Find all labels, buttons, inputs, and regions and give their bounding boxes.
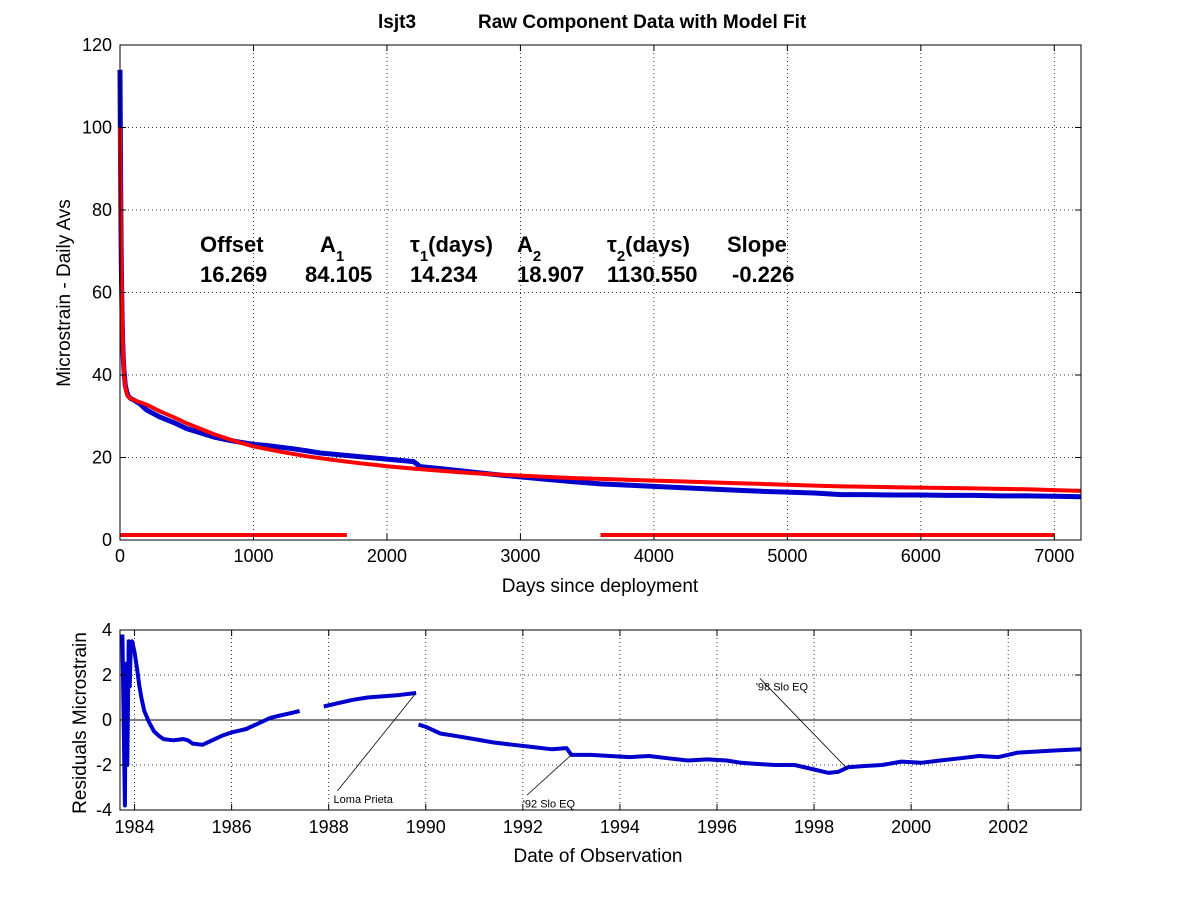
param-table: Offset A1 τ1(days) A2 τ2(days) Slope 16.… [200,232,794,287]
annotation-label: Loma Prieta [334,794,394,806]
bottom-ticks: 1984 1986 1988 1990 1992 1994 1996 1998 2000 2002… [96,620,1081,837]
bottom-xtick-label: 1984 [115,817,155,837]
bottom-xtick-label: 1994 [600,817,640,837]
bottom-xtick-label: 1992 [503,817,543,837]
bottom-series-residual [120,634,301,808]
bottom-ytick-label: -4 [96,800,112,820]
bottom-ylabel: Residuals Microstrain [70,632,91,814]
top-xtick-label: 3000 [500,546,540,566]
param-tau2-label: τ2(days) [607,232,690,265]
top-ytick-label: 120 [82,35,112,55]
top-ytick-label: 20 [92,448,112,468]
top-ticks: 0 1000 2000 3000 4000 5000 6000 7000 0 20 40 60 80 10… [82,35,1081,566]
bottom-series-residual [417,722,1082,775]
top-xtick-label: 7000 [1034,546,1074,566]
param-slope-label: Slope [727,232,787,257]
bottom-xtick-label: 2000 [891,817,931,837]
chart-title-station: lsjt3 [378,12,416,33]
bottom-series-residual [323,691,417,709]
bottom-series [120,634,1082,808]
param-tau1-value: 14.234 [410,262,478,287]
bottom-annotations: Loma Prieta '92 Slo EQ '98 Slo EQ [334,677,849,810]
annotation-label: '92 Slo EQ [523,798,576,810]
bottom-xtick-label: 1988 [309,817,349,837]
annotation-pointer [337,692,417,792]
param-a2-label: A2 [517,232,541,265]
bottom-ytick-label: 4 [102,620,112,640]
param-offset-label: Offset [200,232,264,257]
top-ytick-label: 40 [92,365,112,385]
param-a1-value: 84.105 [305,262,372,287]
param-a1-label: A1 [320,232,344,265]
param-tau1-label: τ1(days) [410,232,493,265]
top-xlabel: Days since deployment [502,576,699,597]
top-ytick-label: 80 [92,200,112,220]
bottom-ytick-label: -2 [96,755,112,775]
top-ytick-label: 100 [82,118,112,138]
top-xtick-label: 4000 [634,546,674,566]
bottom-xlabel: Date of Observation [514,846,683,867]
param-slope-value: -0.226 [732,262,794,287]
top-ytick-label: 60 [92,283,112,303]
top-grid [120,45,1081,540]
top-series [117,69,1082,538]
top-series-model [118,127,1082,493]
bottom-ytick-label: 0 [102,710,112,730]
annotation-pointer [759,677,849,770]
top-xtick-label: 5000 [767,546,807,566]
bottom-xtick-label: 2002 [988,817,1028,837]
bottom-xtick-label: 1996 [697,817,737,837]
annotation-label: '98 Slo EQ [756,681,809,693]
top-ylabel: Microstrain - Daily Avs [54,199,75,387]
chart-title: Raw Component Data with Model Fit [478,12,807,33]
bottom-xtick-label: 1986 [212,817,252,837]
top-xtick-label: 6000 [901,546,941,566]
bottom-ytick-label: 2 [102,665,112,685]
param-tau2-value: 1130.550 [607,262,698,287]
bottom-xtick-label: 1998 [794,817,834,837]
param-offset-value: 16.269 [200,262,267,287]
bottom-xtick-label: 1990 [406,817,446,837]
top-xtick-label: 1000 [233,546,273,566]
top-xtick-label: 2000 [367,546,407,566]
top-xtick-label: 0 [115,546,125,566]
annotation-pointer [526,754,572,796]
param-a2-value: 18.907 [517,262,584,287]
top-ytick-label: 0 [102,530,112,550]
